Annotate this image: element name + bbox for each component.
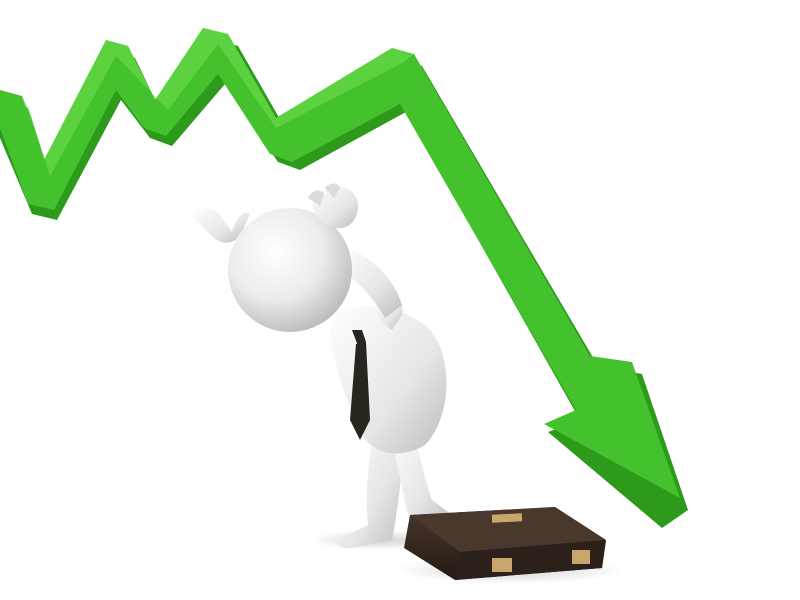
necktie-icon xyxy=(350,330,370,440)
falling-trend-arrow-icon xyxy=(0,28,688,528)
briefcase-icon xyxy=(404,507,606,580)
person-figure-icon xyxy=(192,183,454,549)
